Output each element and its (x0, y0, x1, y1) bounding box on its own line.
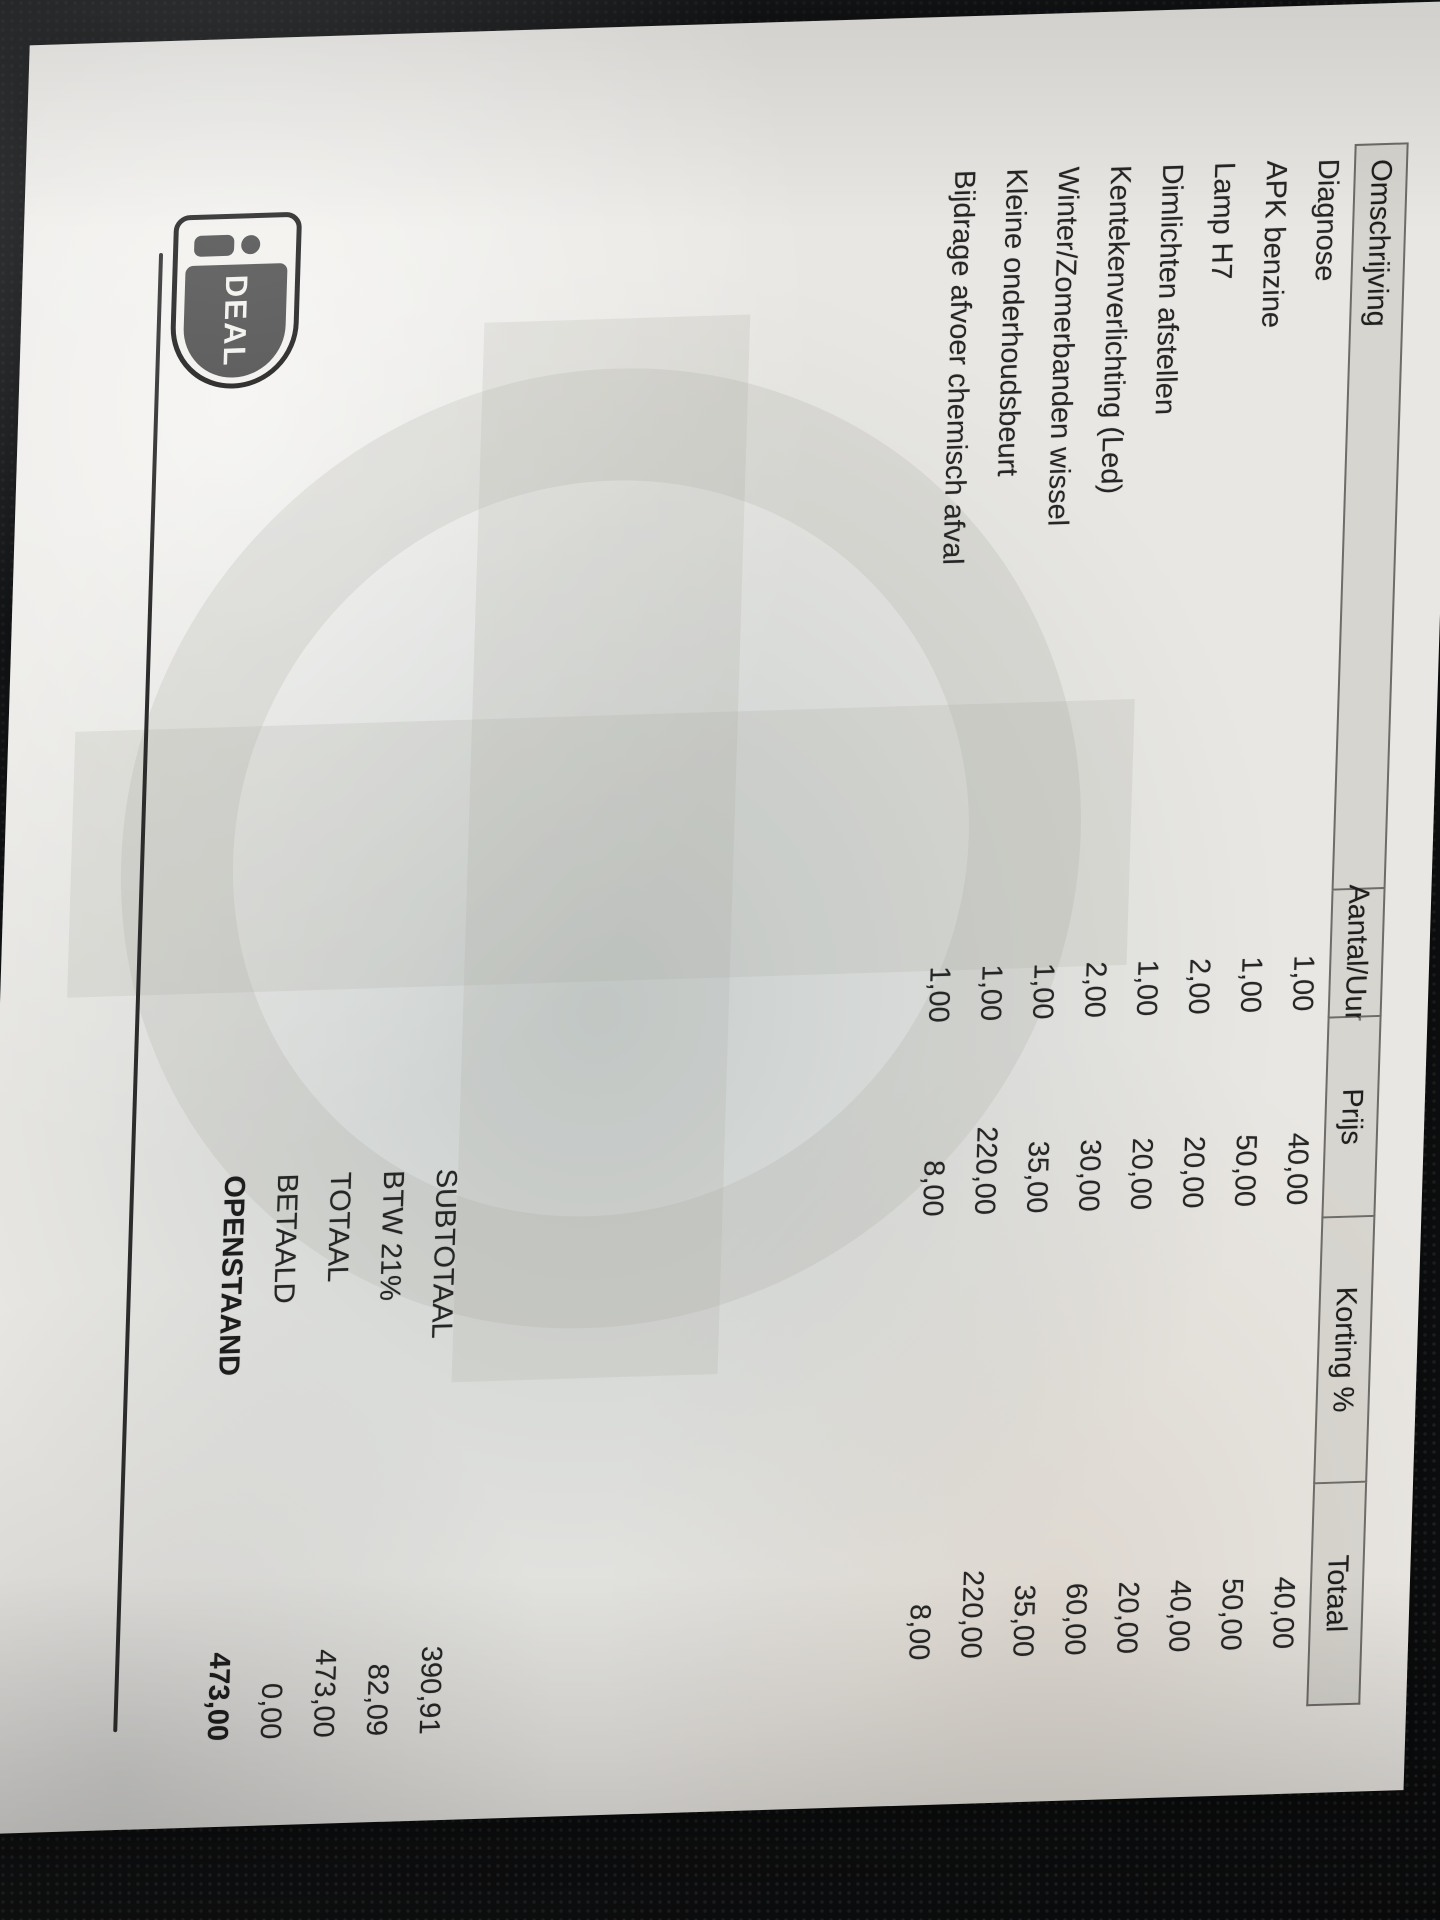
invoice-paper: Omschrijving Aantal/Uur Prijs Korting % … (0, 1, 1440, 1835)
row-quantity: 2,00 (1182, 957, 1217, 1016)
totals-value: 473,00 (306, 1648, 342, 1739)
row-total: 50,00 (1214, 1577, 1249, 1652)
row-quantity: 1,00 (1234, 956, 1269, 1014)
row-price: 20,00 (1124, 1137, 1159, 1211)
column-header-price: Prijs (1321, 1016, 1382, 1219)
totals-block: SUBTOTAAL 390,91 BTW 21% 82,09 TOTAAL 47… (190, 1168, 472, 1742)
totals-label: TOTAAL (320, 1171, 357, 1283)
totals-value: 82,09 (359, 1663, 394, 1737)
ideal-i-dot-icon (240, 234, 261, 255)
row-price: 8,00 (916, 1159, 951, 1218)
totals-value: 0,00 (253, 1682, 288, 1740)
row-total: 20,00 (1110, 1580, 1145, 1655)
row-discount (1261, 1218, 1321, 1485)
ideal-deal-text: DEAL (216, 274, 255, 368)
row-discount (1209, 1220, 1269, 1487)
row-discount (1001, 1227, 1061, 1494)
ideal-d-shape-icon: DEAL (182, 263, 288, 380)
totals-value: 473,00 (200, 1651, 236, 1742)
totals-label: OPENSTAAND (212, 1174, 251, 1377)
row-price: 30,00 (1072, 1138, 1107, 1213)
row-discount (1053, 1225, 1113, 1492)
row-discount (897, 1230, 957, 1497)
table-body: Diagnose 1,00 40,00 40,00 APK benzine 1,… (890, 144, 1354, 1719)
row-total: 40,00 (1266, 1576, 1301, 1650)
row-total: 220,00 (954, 1569, 990, 1660)
row-quantity: 1,00 (922, 965, 957, 1024)
totals-value: 390,91 (412, 1645, 448, 1735)
row-discount (1105, 1223, 1165, 1490)
row-quantity: 1,00 (1026, 962, 1061, 1020)
column-header-discount: Korting % (1313, 1216, 1376, 1485)
row-quantity: 1,00 (974, 964, 1009, 1022)
column-header-quantity: Aantal/Uur (1327, 884, 1386, 1022)
ideal-i-bar-icon (193, 234, 235, 257)
totals-label: BETAALD (267, 1173, 304, 1305)
row-quantity: 1,00 (1286, 954, 1321, 1012)
row-discount (949, 1228, 1009, 1495)
row-quantity: 2,00 (1078, 960, 1113, 1019)
row-price: 20,00 (1176, 1135, 1211, 1210)
totals-label: BTW 21% (373, 1169, 410, 1302)
row-total: 8,00 (902, 1603, 937, 1661)
column-header-total: Totaal (1306, 1482, 1368, 1707)
row-price: 220,00 (968, 1125, 1004, 1216)
ideal-logo-icon: DEAL (168, 211, 303, 391)
totals-label: SUBTOTAAL (424, 1168, 463, 1339)
row-total: 40,00 (1162, 1579, 1197, 1653)
row-price: 40,00 (1280, 1132, 1315, 1206)
row-price: 50,00 (1228, 1133, 1263, 1208)
row-total: 35,00 (1006, 1584, 1041, 1658)
row-price: 35,00 (1020, 1140, 1055, 1214)
row-quantity: 1,00 (1130, 959, 1165, 1017)
row-total: 60,00 (1058, 1582, 1093, 1657)
invoice-table: Omschrijving Aantal/Uur Prijs Korting % … (890, 142, 1409, 1719)
row-discount (1157, 1222, 1217, 1489)
